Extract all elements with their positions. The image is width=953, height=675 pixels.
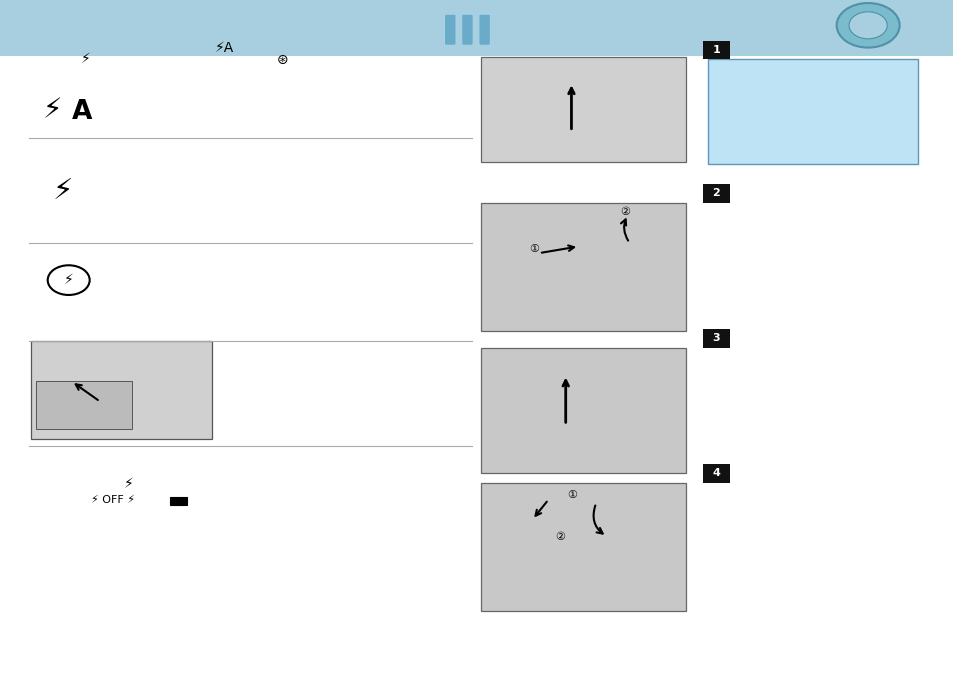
FancyBboxPatch shape bbox=[30, 341, 212, 439]
FancyBboxPatch shape bbox=[702, 464, 729, 483]
Text: 3: 3 bbox=[712, 333, 720, 343]
Text: ⚡: ⚡ bbox=[64, 273, 73, 287]
Text: A: A bbox=[71, 99, 91, 126]
FancyBboxPatch shape bbox=[702, 40, 729, 59]
FancyBboxPatch shape bbox=[170, 497, 187, 505]
Circle shape bbox=[836, 3, 899, 47]
FancyBboxPatch shape bbox=[480, 483, 685, 611]
Text: ①: ① bbox=[567, 490, 577, 500]
Text: 1: 1 bbox=[712, 45, 720, 55]
FancyBboxPatch shape bbox=[461, 14, 473, 45]
Text: ①: ① bbox=[529, 244, 538, 254]
Text: ⚡: ⚡ bbox=[124, 477, 133, 491]
FancyBboxPatch shape bbox=[480, 202, 685, 331]
FancyBboxPatch shape bbox=[707, 59, 917, 164]
Text: ⚡A: ⚡A bbox=[214, 41, 233, 55]
Text: 4: 4 bbox=[712, 468, 720, 478]
FancyBboxPatch shape bbox=[480, 57, 685, 162]
Text: 2: 2 bbox=[712, 188, 720, 198]
FancyBboxPatch shape bbox=[702, 184, 729, 202]
FancyBboxPatch shape bbox=[36, 381, 132, 429]
Text: ⚡ OFF ⚡: ⚡ OFF ⚡ bbox=[91, 495, 134, 505]
FancyBboxPatch shape bbox=[444, 14, 456, 45]
Text: ②: ② bbox=[555, 532, 564, 542]
FancyBboxPatch shape bbox=[480, 348, 685, 472]
Text: ⊛: ⊛ bbox=[276, 53, 288, 67]
Text: ②: ② bbox=[619, 207, 629, 217]
Text: ⚡: ⚡ bbox=[43, 96, 62, 124]
FancyBboxPatch shape bbox=[0, 0, 953, 56]
Text: ⚡: ⚡ bbox=[81, 53, 91, 66]
Circle shape bbox=[848, 12, 886, 38]
Text: ⚡: ⚡ bbox=[52, 177, 72, 205]
FancyBboxPatch shape bbox=[702, 329, 729, 348]
FancyBboxPatch shape bbox=[478, 14, 490, 45]
